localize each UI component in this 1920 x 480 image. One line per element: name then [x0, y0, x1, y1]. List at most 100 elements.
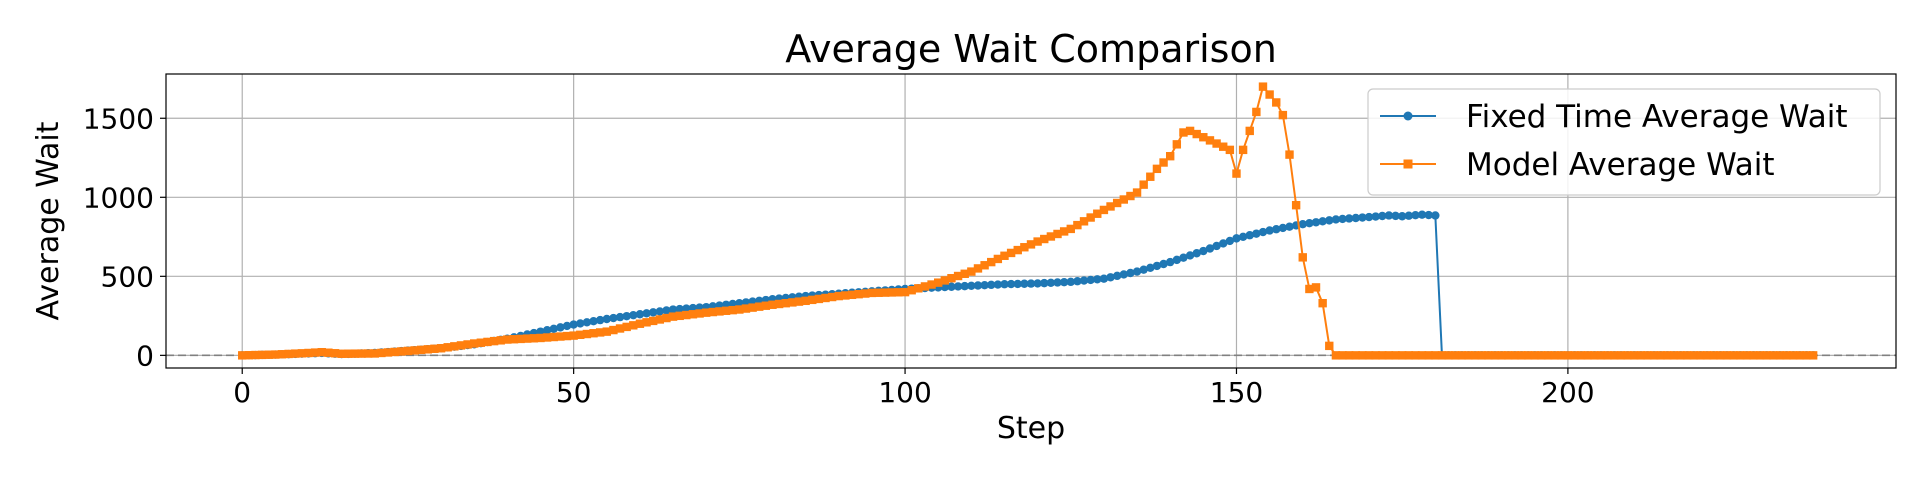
legend-label: Model Average Wait: [1466, 147, 1775, 183]
data-point: [629, 321, 638, 330]
data-point: [1252, 229, 1261, 238]
data-point: [370, 349, 379, 358]
data-point: [1311, 283, 1321, 292]
data-point: [1570, 351, 1579, 360]
data-point: [655, 315, 665, 324]
data-point: [251, 350, 260, 360]
data-point: [503, 335, 512, 344]
data-point: [1762, 351, 1771, 360]
series-layer: [238, 82, 1818, 360]
data-point: [1079, 217, 1089, 226]
data-point: [920, 282, 930, 291]
data-point: [516, 334, 525, 344]
data-point: [914, 284, 923, 293]
chart-title: Average Wait Comparison: [785, 27, 1277, 71]
data-point: [456, 341, 466, 350]
data-point: [529, 334, 539, 343]
data-point: [1576, 351, 1586, 360]
data-point: [1364, 212, 1374, 222]
data-point: [721, 306, 731, 315]
data-point: [1192, 129, 1201, 139]
data-point: [1696, 351, 1705, 360]
data-point: [1278, 110, 1288, 120]
data-point: [556, 323, 565, 332]
data-point: [1358, 351, 1367, 360]
data-point: [1205, 136, 1215, 145]
legend-box: [1367, 88, 1881, 196]
data-point: [1311, 218, 1321, 227]
data-point: [648, 308, 658, 317]
data-point: [1165, 151, 1175, 161]
data-point: [834, 291, 843, 301]
data-point: [1636, 351, 1646, 360]
data-point: [1126, 191, 1135, 201]
data-point: [476, 338, 486, 347]
data-point: [1510, 351, 1520, 360]
data-point: [768, 300, 777, 309]
data-point: [582, 329, 592, 339]
data-point: [1616, 351, 1626, 360]
data-point: [291, 349, 300, 358]
data-point: [1702, 351, 1712, 360]
data-point: [642, 309, 651, 318]
data-point: [1331, 215, 1341, 224]
data-point: [1046, 278, 1056, 288]
x-tick-label: 200: [1541, 376, 1594, 409]
ticks: 0 50 100 150 200 0 500 1000 1500: [83, 102, 1595, 409]
data-point: [735, 305, 744, 314]
data-point: [794, 297, 804, 306]
data-point: [1245, 231, 1254, 240]
data-point: [576, 319, 585, 328]
data-point: [1298, 219, 1307, 229]
data-point: [1583, 351, 1592, 360]
data-point: [642, 318, 651, 327]
data-point: [1371, 212, 1380, 221]
data-point: [1563, 351, 1573, 360]
data-point: [1789, 351, 1798, 360]
data-point: [1093, 209, 1102, 218]
data-point: [1146, 263, 1155, 272]
legend: Fixed Time Average Wait Model Average Wai…: [1367, 88, 1881, 196]
data-point: [1384, 351, 1394, 360]
data-point: [1225, 236, 1235, 246]
data-point: [1278, 223, 1288, 233]
y-tick-label: 1500: [83, 102, 154, 135]
data-point: [1769, 351, 1778, 360]
y-tick-label: 0: [136, 339, 154, 372]
data-point: [761, 301, 771, 310]
data-point: [536, 333, 545, 343]
data-point: [496, 336, 505, 345]
data-point: [1629, 351, 1639, 360]
data-point: [1000, 251, 1009, 260]
data-point: [1424, 210, 1433, 220]
data-point: [1444, 351, 1453, 360]
data-point: [1305, 219, 1314, 228]
data-point: [470, 339, 479, 348]
x-tick-label: 0: [233, 376, 251, 409]
data-point: [755, 302, 764, 311]
data-point: [1596, 351, 1606, 360]
data-point: [1059, 227, 1069, 236]
plot-frame: [165, 73, 1897, 369]
data-point: [1099, 205, 1109, 215]
legend-marker: [1403, 111, 1413, 121]
data-point: [1755, 351, 1765, 360]
data-point: [536, 327, 545, 336]
data-point: [1749, 351, 1758, 360]
data-point: [1033, 279, 1042, 288]
data-point: [629, 311, 638, 320]
data-point: [483, 337, 492, 347]
data-point: [987, 257, 996, 267]
data-point: [1331, 351, 1341, 360]
data-point: [1484, 351, 1493, 360]
data-point: [1378, 351, 1387, 360]
data-point: [450, 342, 459, 351]
data-point: [1258, 82, 1268, 91]
data-point: [867, 288, 877, 298]
data-point: [284, 349, 293, 359]
data-point: [1590, 351, 1599, 360]
data-point: [1053, 278, 1062, 287]
data-point: [1325, 341, 1334, 351]
data-point: [1159, 158, 1168, 167]
